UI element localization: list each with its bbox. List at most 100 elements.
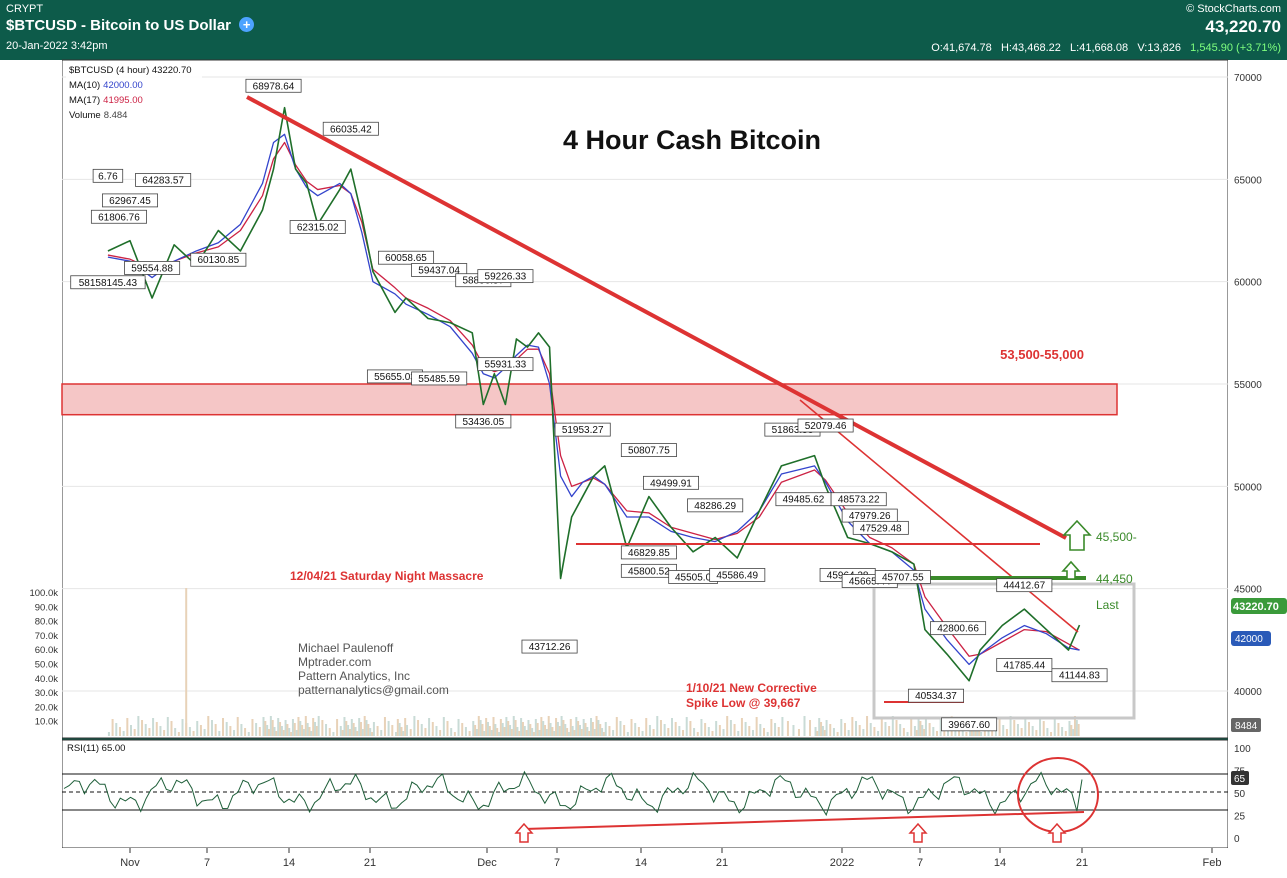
price-label: 64283.57 (142, 175, 184, 186)
price-label-box (643, 475, 700, 490)
volume-bar (431, 722, 434, 736)
volume-bar (268, 729, 271, 736)
volume-bar (540, 717, 543, 736)
price-label: 61806.76 (98, 212, 140, 223)
volume-bar (678, 726, 681, 736)
volume-bar (602, 732, 605, 736)
volume-bar (693, 728, 696, 736)
volume-bar (159, 726, 162, 736)
volume-bar (387, 721, 390, 736)
volume-bar (483, 731, 486, 736)
volume-bar (648, 725, 651, 736)
date-tick: Dec (477, 857, 497, 869)
change-value: 1,545.90 (+3.71%) (1190, 42, 1281, 54)
volume-bar (369, 728, 372, 736)
volume-bar (494, 724, 497, 736)
volume-bar (304, 716, 307, 736)
price-label: 62967.45 (109, 196, 151, 207)
massacre-annotation: 12/04/21 Saturday Night Massacre (290, 569, 484, 583)
volume-bar (899, 724, 902, 736)
volume-bar (290, 732, 293, 736)
price-line (107, 106, 1081, 682)
volume-bar (551, 727, 554, 736)
volume-bar (479, 720, 482, 736)
chart-title: 4 Hour Cash Bitcoin (563, 125, 821, 155)
price-label-box (378, 250, 435, 265)
volume-bar (682, 730, 685, 736)
volume-bar (435, 726, 438, 736)
volume-bar (284, 720, 287, 736)
low-value: 41,668.08 (1079, 42, 1129, 54)
volume-bar (584, 723, 587, 736)
volume-bar (317, 716, 320, 736)
volume-bar (569, 719, 572, 736)
volume-bar (947, 729, 950, 736)
volume-bar (542, 721, 545, 736)
price-label: 55931.33 (485, 360, 527, 371)
volume-bar (1064, 731, 1067, 736)
volume-bar (615, 717, 618, 736)
high-label: H: (1000, 42, 1012, 54)
volume-bar (759, 724, 762, 736)
add-symbol-icon[interactable]: + (239, 17, 255, 32)
price-label-box (620, 443, 677, 457)
volume-bar (1061, 727, 1064, 736)
price-label: 68978.64 (253, 81, 295, 92)
rsi-tick: 100 (1234, 744, 1251, 755)
volume-bar (566, 728, 569, 736)
volume-tick: 90.0k (35, 602, 58, 613)
volume-bar (225, 722, 228, 736)
volume-bar (777, 727, 780, 736)
price-tick: 60000 (1234, 278, 1262, 289)
price-label: 55485.59 (418, 374, 460, 385)
volume-bar (510, 729, 513, 736)
volume-bar (1013, 720, 1016, 736)
volume-bar (902, 728, 905, 736)
volume-bar (310, 731, 313, 736)
rsi-line (63, 770, 1083, 817)
volume-bar (372, 722, 375, 736)
price-label: 44412.67 (1003, 581, 1045, 592)
volume-bar (601, 728, 604, 736)
ohlc-bar: O:41,674.78 H:43,468.22 L:41,668.08 V:13… (931, 42, 1281, 54)
volume-tag (1231, 718, 1261, 732)
volume-bar (573, 730, 576, 736)
volume-bar (1068, 721, 1071, 736)
volume-bar (786, 721, 789, 736)
volume-bar (348, 729, 351, 736)
price-label: 59554.88 (131, 263, 173, 274)
volume-bar (820, 722, 823, 736)
legend-volume-label: Volume (69, 110, 101, 121)
volume-bar (1039, 717, 1042, 736)
volume-bar (689, 721, 692, 736)
price-label: 42800.66 (937, 624, 979, 635)
price-label: 62315.02 (297, 223, 339, 234)
volume-bar (1050, 732, 1053, 736)
volume-bar (396, 719, 399, 736)
price-label: 53436.05 (462, 417, 504, 428)
volume-bar (306, 723, 309, 736)
price-label-box (941, 717, 998, 732)
volume-bar (915, 730, 918, 736)
major-downtrend-line (246, 95, 1067, 540)
price-label: 47979.26 (849, 511, 891, 522)
volume-bar (803, 716, 806, 736)
volume-bar (536, 723, 539, 736)
volume-bar (181, 719, 184, 736)
volume-bar (218, 731, 221, 736)
volume-bar (339, 726, 342, 736)
price-label-box (90, 209, 147, 224)
volume-bar (439, 730, 442, 736)
volume-bar (174, 728, 177, 736)
volume-bar (350, 719, 353, 736)
price-label: 59437.04 (418, 265, 460, 276)
price-label-box (521, 639, 578, 654)
volume-bar (534, 719, 537, 736)
volume-axis-ticks: 100.0k 90.0k 80.0k 70.0k 60.0k 50.0k 40.0k 30.0… (29, 588, 58, 728)
volume-bar (840, 719, 843, 736)
volume-bar (360, 722, 363, 736)
volume-bar (972, 730, 975, 736)
volume-bar (356, 731, 359, 736)
price-label: 59226.33 (485, 272, 527, 283)
